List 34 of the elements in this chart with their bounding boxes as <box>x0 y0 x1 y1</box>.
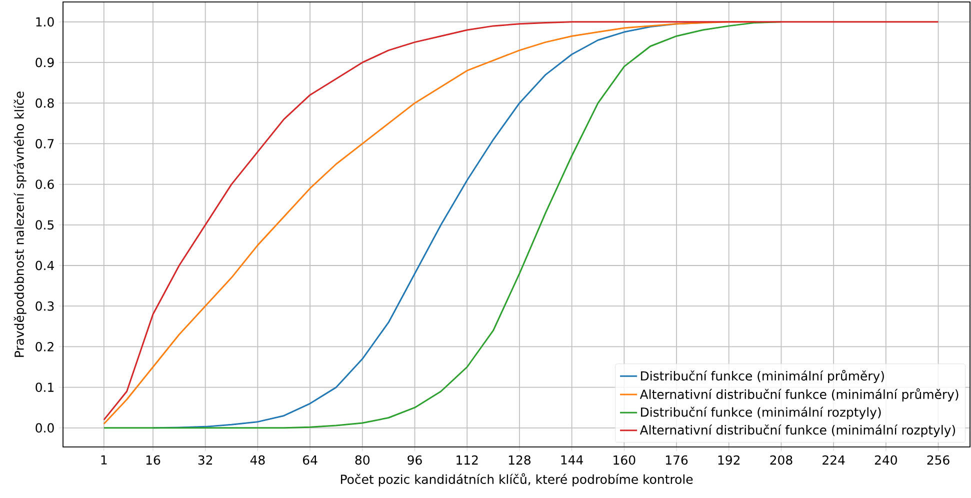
x-tick-label: 48 <box>250 455 265 465</box>
x-tick-label: 96 <box>408 455 422 465</box>
x-tick-label: 192 <box>718 455 740 465</box>
x-tick-label: 208 <box>770 455 792 465</box>
x-tick-label: 144 <box>561 455 583 464</box>
y-axis-title: Pravděpodobnost nalezení správného klíče <box>14 92 26 357</box>
x-tick-label: 16 <box>146 455 160 465</box>
y-tick-label: 0.1 <box>36 382 54 392</box>
legend-label: Alternativní distribuční funkce (minimální průměry) <box>640 388 958 402</box>
y-tick-label: 0.4 <box>36 260 54 270</box>
x-tick-label: 80 <box>355 455 370 465</box>
x-tick-label: 128 <box>508 455 530 465</box>
y-tick-label: 0.8 <box>36 98 54 108</box>
x-tick-label: 224 <box>822 455 845 465</box>
legend-label: Alternativní distribuční funkce (minimální rozptyly) <box>640 424 956 438</box>
y-tick-label: 0.5 <box>36 220 54 230</box>
x-tick-label: 32 <box>198 455 212 465</box>
x-tick-label: 64 <box>303 455 318 465</box>
y-tick-label: 0.7 <box>36 138 54 148</box>
x-tick-label: 176 <box>666 455 688 465</box>
y-tick-label: 0.6 <box>36 180 54 189</box>
y-tick-label: 0.0 <box>36 423 54 433</box>
y-tick-label: 0.9 <box>36 58 54 68</box>
x-tick-label: 1 <box>101 455 107 464</box>
x-tick-label: 160 <box>614 455 636 465</box>
x-tick-label: 112 <box>456 455 478 465</box>
y-tick-label: 1.0 <box>36 17 54 27</box>
legend-label: Distribuční funkce (minimální rozptyly) <box>641 406 881 420</box>
x-tick-label: 240 <box>874 455 897 465</box>
y-tick-label: 0.2 <box>36 342 54 352</box>
legend-label: Distribuční funkce (minimální průměry) <box>641 370 884 384</box>
x-axis-title: Počet pozic kandidátních klíčů, které podrobíme kontrole <box>340 473 693 486</box>
y-tick-label: 0.3 <box>36 301 54 311</box>
x-tick-label: 256 <box>927 455 950 465</box>
